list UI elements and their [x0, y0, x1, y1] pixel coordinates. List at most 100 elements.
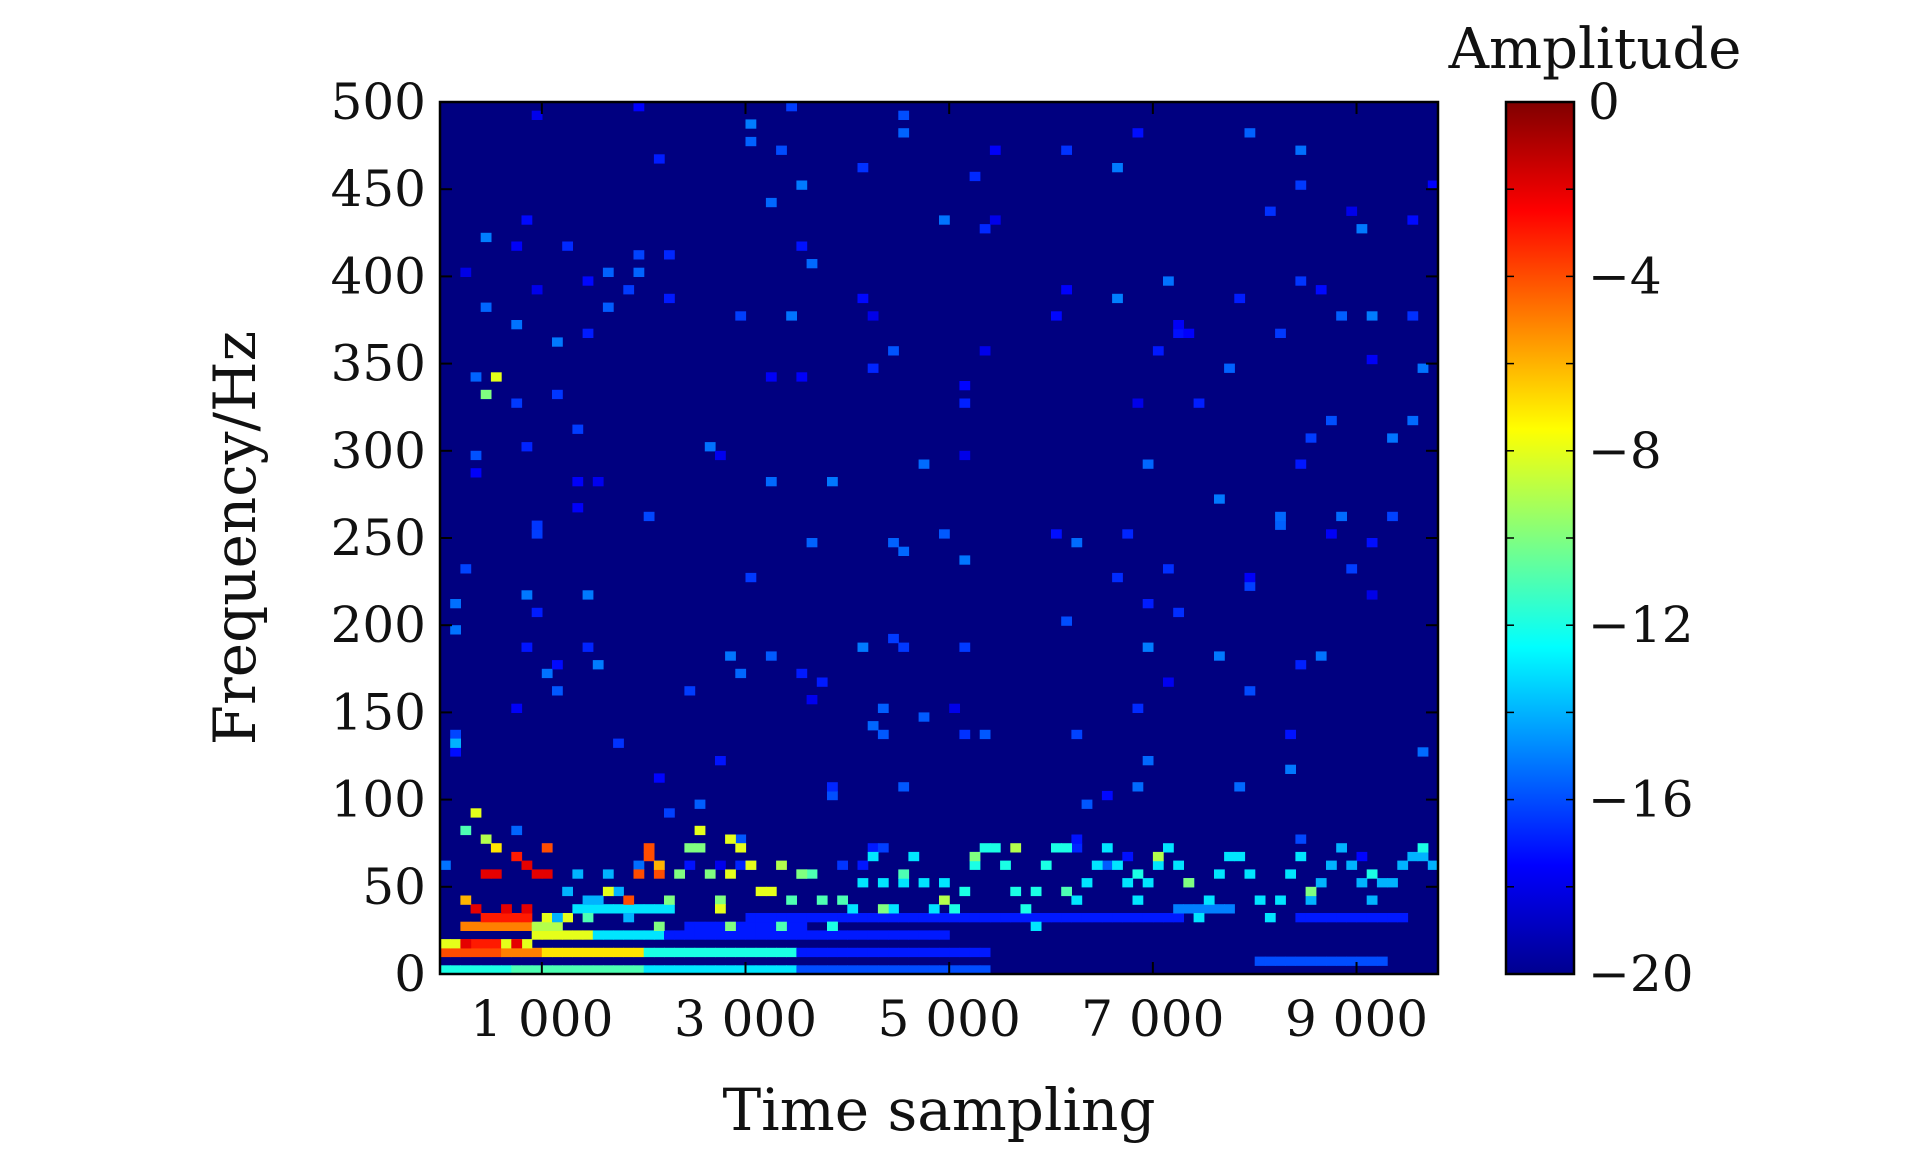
heatmap-noise-cell	[827, 790, 838, 801]
colorbar-tick-label: 0	[1588, 73, 1620, 131]
heatmap-noise-cell	[786, 311, 797, 321]
heatmap-noise-cell	[653, 773, 665, 783]
heatmap-noise-cell	[806, 259, 818, 269]
heatmap-curve-cell	[1152, 860, 1164, 870]
heatmap-band-cell	[847, 965, 859, 975]
colorbar-tick-label: −12	[1588, 596, 1694, 654]
heatmap-spot-cell	[1305, 886, 1317, 897]
heatmap-noise-cell	[704, 442, 716, 452]
heatmap-noise-cell	[1214, 494, 1225, 504]
heatmap-band-cell	[1397, 913, 1409, 923]
heatmap-curve-cell	[633, 869, 645, 879]
heatmap-band-cell	[562, 947, 573, 958]
heatmap-band-cell	[928, 965, 940, 975]
heatmap-band-cell	[602, 965, 614, 975]
heatmap-curve-cell	[979, 843, 991, 853]
heatmap-curve-cell	[1122, 878, 1134, 888]
heatmap-curve-cell	[857, 878, 869, 888]
colorbar-tick-label: −16	[1588, 771, 1694, 829]
heatmap-band-cell	[521, 947, 533, 958]
heatmap-band-cell	[501, 939, 512, 949]
heatmap-noise-cell	[867, 311, 879, 321]
heatmap-band-cell	[562, 965, 573, 975]
heatmap-noise-cell	[898, 782, 910, 792]
heatmap-band-cell	[1203, 904, 1215, 914]
heatmap-band-cell	[521, 913, 533, 923]
heatmap-curve-cell	[1142, 878, 1154, 888]
heatmap-noise-cell	[511, 320, 523, 330]
heatmap-noise-cell	[959, 729, 971, 740]
heatmap-band-cell	[460, 921, 472, 931]
heatmap-band-cell	[1366, 956, 1378, 966]
heatmap-curve-cell	[572, 869, 584, 879]
heatmap-band-cell	[857, 930, 869, 940]
heatmap-band-cell	[1214, 904, 1225, 914]
heatmap-band-cell	[1173, 913, 1184, 923]
heatmap-noise-cell	[1183, 328, 1195, 338]
heatmap-band-cell	[541, 921, 553, 931]
heatmap-band-cell	[725, 965, 736, 975]
heatmap-band-cell	[898, 930, 910, 940]
heatmap-band-cell	[898, 913, 910, 923]
heatmap-band-cell	[541, 947, 553, 958]
heatmap-noise-cell	[440, 860, 451, 870]
heatmap-curve-cell	[715, 895, 726, 905]
heatmap-noise-cell	[1112, 572, 1123, 583]
heatmap-noise-cell	[582, 328, 594, 338]
y-tick-label: 100	[331, 771, 426, 829]
heatmap-band-cell	[1142, 913, 1154, 923]
heatmap-noise-cell	[664, 293, 675, 304]
heatmap-noise-cell	[1305, 433, 1317, 443]
heatmap-noise-cell	[735, 860, 747, 870]
heatmap-noise-cell	[918, 712, 930, 722]
heatmap-noise-cell	[552, 389, 563, 400]
heatmap-curve-cell	[1214, 869, 1225, 879]
heatmap-curve-cell	[989, 843, 1001, 853]
heatmap-curve-cell	[1397, 860, 1409, 870]
heatmap-noise-cell	[1366, 354, 1378, 365]
heatmap-band-cell	[867, 947, 879, 958]
heatmap-noise-cell	[592, 477, 604, 487]
heatmap-band-cell	[440, 965, 451, 975]
heatmap-band-cell	[776, 947, 787, 958]
heatmap-spot-cell	[827, 921, 838, 931]
heatmap-noise-cell	[796, 372, 808, 382]
heatmap-band-cell	[796, 930, 808, 940]
heatmap-noise-cell	[613, 738, 624, 748]
heatmap-band-cell	[867, 913, 879, 923]
heatmap-noise-cell	[1234, 293, 1246, 304]
heatmap-band-cell	[552, 965, 563, 975]
heatmap-noise-cell	[1244, 572, 1256, 583]
heatmap-band-cell	[857, 947, 869, 958]
heatmap-band-cell	[480, 939, 492, 949]
heatmap-curve-cell	[480, 869, 492, 879]
heatmap-curve-cell	[1295, 851, 1307, 862]
heatmap-spot-cell	[460, 895, 472, 905]
heatmap-band-cell	[1010, 913, 1022, 923]
heatmap-curve-cell	[1407, 851, 1419, 862]
heatmap-noise-cell	[531, 520, 543, 530]
heatmap-band-cell	[939, 913, 950, 923]
heatmap-curve-cell	[1020, 904, 1032, 914]
heatmap-band-cell	[1336, 913, 1347, 923]
heatmap-band-cell	[643, 947, 655, 958]
heatmap-band-cell	[918, 947, 930, 958]
heatmap-band-cell	[1040, 913, 1052, 923]
heatmap-noise-cell	[765, 651, 777, 661]
heatmap-band-cell	[440, 947, 451, 958]
heatmap-band-cell	[898, 947, 910, 958]
heatmap-spot-cell	[653, 860, 665, 870]
heatmap-noise-cell	[1173, 320, 1184, 330]
heatmap-band-cell	[745, 965, 757, 975]
heatmap-noise-cell	[511, 398, 523, 408]
heatmap-noise-cell	[735, 834, 747, 844]
heatmap-band-cell	[918, 913, 930, 923]
heatmap-noise-cell	[582, 590, 594, 600]
heatmap-curve-cell	[653, 869, 665, 879]
heatmap-noise-cell	[765, 372, 777, 382]
heatmap-noise-cell	[898, 110, 910, 120]
heatmap-noise-cell	[786, 102, 797, 112]
heatmap-noise-cell	[745, 136, 757, 147]
heatmap-curve-cell	[867, 851, 879, 862]
heatmap-band-cell	[949, 913, 960, 923]
